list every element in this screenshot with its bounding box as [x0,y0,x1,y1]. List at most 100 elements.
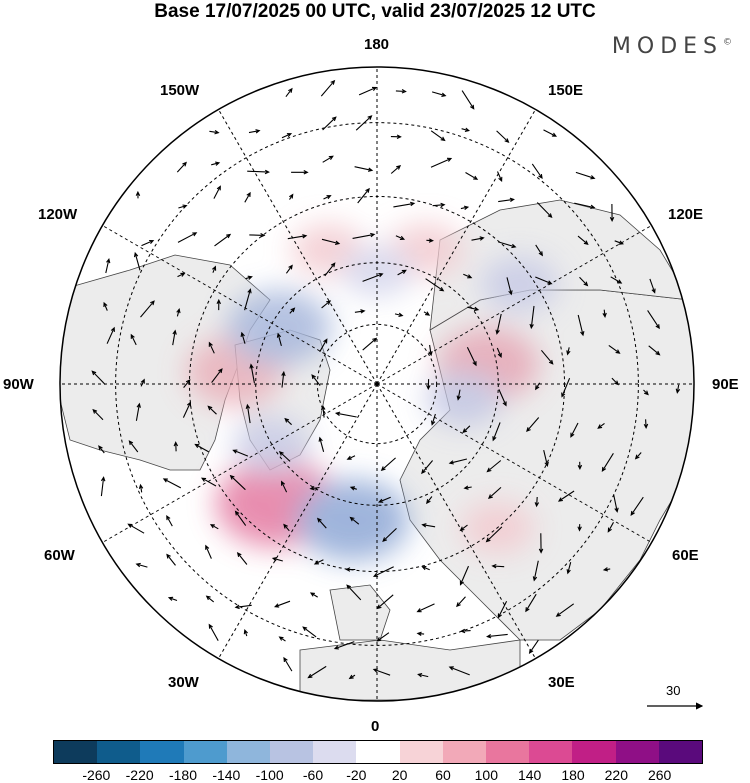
wind-arrow [597,422,605,429]
wind-arrow [577,235,589,245]
wind-arrow [529,305,535,330]
wind-arrow [532,560,539,582]
colorbar-swatch [140,741,184,763]
wind-arrow [307,665,327,679]
wind-arrow [648,345,661,356]
colorbar-tick-label: -180 [168,767,198,783]
wind-arrow [234,604,252,610]
logo-mark: © [723,37,732,48]
wind-arrow [333,641,355,650]
colorbar-tick-label: -260 [82,767,111,783]
wind-arrow [543,449,549,468]
wind-arrow [289,193,294,200]
wind-arrow [535,276,553,285]
wind-arrow [448,666,470,676]
wind-arrow [205,595,215,603]
wind-arrow [276,332,282,347]
wind-arrow [467,306,480,312]
wind-arrow [322,155,334,163]
wind-arrow [498,389,507,407]
lon-label-120w: 120W [38,206,78,223]
wind-arrow [372,566,394,577]
wind-arrow [496,130,510,143]
anomaly-area [296,479,410,562]
wind-arrow [462,425,471,434]
wind-arrow [213,185,221,199]
wind-arrow [194,443,210,453]
colorbar-tick-label: -60 [302,767,324,783]
graticule [60,67,694,701]
wind-arrow [526,417,540,433]
colorbar-tick-label: -100 [255,767,284,783]
wind-arrow [209,129,220,135]
wind-arrow [577,314,585,337]
wind-arrow [506,277,513,296]
colorbar [53,740,703,764]
wind-arrow [208,341,215,354]
wind-arrow [421,460,434,475]
wind-arrow [285,87,293,98]
wind-arrow [466,346,477,367]
wind-arrow [566,347,571,356]
wind-arrow [397,269,407,276]
wind-arrow [281,370,286,388]
wind-arrow [471,236,485,241]
wind-arrow [536,202,553,218]
wind-arrow [426,379,431,391]
meridian-line [218,383,378,659]
wind-arrow [278,636,286,642]
wind-arrow [602,567,611,572]
wind-arrow [463,485,472,490]
wind-arrow [577,461,583,470]
colorbar-ticks: -260 -220 -180 -140 -100 -60 -20 20 60 100 140 180 2… [0,767,750,783]
colorbar-swatch [313,741,357,763]
wind-arrow [205,544,212,559]
modes-logo: MODES© [612,34,732,59]
wind-arrow [166,553,176,566]
wind-arrow [579,276,589,287]
wind-arrow [173,441,179,452]
wind-arrow [376,594,394,610]
logo-text: MODES [611,34,723,59]
meridian-line [218,109,378,385]
wind-arrow [319,338,328,353]
latitude-circle [316,323,438,445]
wind-arrow [602,309,607,318]
colorbar-swatch [615,741,659,763]
anomaly-area [425,372,502,427]
wind-arrow [643,389,649,396]
wind-arrow [209,524,219,530]
colorbar-swatch [54,741,98,763]
colorbar-swatch [399,741,443,763]
wind-arrow [322,116,337,131]
wind-arrow [362,337,378,351]
meridian-line [376,383,536,659]
colorbar-swatch [486,741,530,763]
wind-arrow [561,377,571,398]
wind-arrow [647,310,660,330]
colorbar-swatch [183,741,227,763]
wind-arrow [357,187,370,204]
wind-arrow [249,233,266,238]
wind-arrow [390,164,402,174]
wind-arrow [133,251,141,271]
wind-arrow [349,486,357,491]
wind-arrow [323,195,332,200]
wind-arrow [355,115,373,131]
wind-arrow [577,524,582,532]
wind-arrow [601,453,614,472]
map-border [59,66,695,702]
wind-arrow [166,515,173,527]
wind-arrow [675,384,681,394]
wind-arrow [247,169,270,175]
wind-arrow [98,445,105,454]
wind-arrow [354,309,366,314]
wind-arrow [200,477,217,487]
wind-arrow [417,672,429,678]
wind-arrow [105,257,111,274]
lon-label-90w: 90W [3,376,34,393]
wind-arrow [534,496,540,508]
wind-arrow [244,191,251,203]
wind-arrow [309,486,320,491]
wind-arrow [236,551,248,565]
